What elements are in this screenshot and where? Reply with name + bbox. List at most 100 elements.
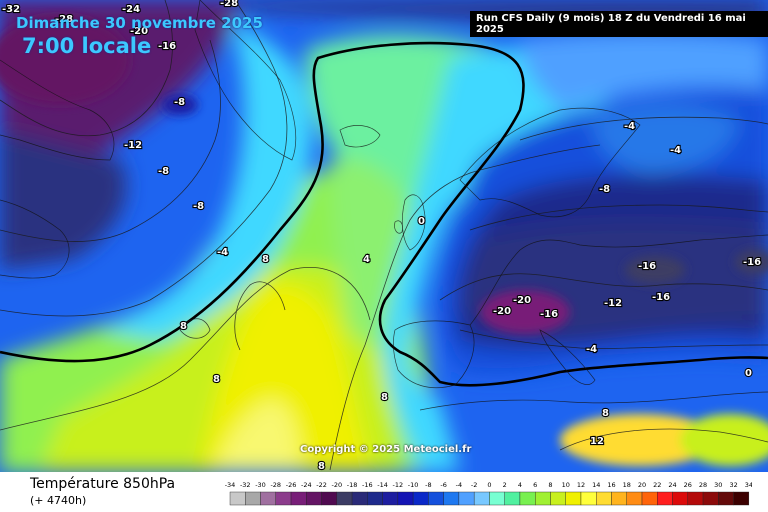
isotherm-label: -16 (540, 309, 558, 320)
isotherm-label: 8 (262, 254, 269, 265)
forecast-date: Dimanche 30 novembre 2025 (16, 14, 263, 32)
legend-swatch (504, 491, 521, 506)
legend-tick-label: 2 (503, 481, 507, 489)
legend-tick-label: 14 (592, 481, 600, 489)
isotherm-label: -24 (122, 4, 140, 15)
legend-swatch (550, 491, 566, 506)
temperature-map: -32 -28 -24 -20 -16 -28 -8 -12 -8 -8 -4 8 4 0 8 8 8 8 -4 -4… (0, 0, 768, 472)
legend-tick-label: -20 (332, 481, 343, 489)
legend-swatch (718, 491, 734, 506)
lead-time: (+ 4740h) (30, 494, 87, 507)
isotherm-label: 8 (602, 408, 609, 419)
legend-tick-label: 10 (562, 481, 570, 489)
legend-swatch (687, 491, 704, 506)
legend-tick-label: -32 (240, 481, 251, 489)
legend-swatch (351, 491, 368, 506)
isotherm-label: -4 (217, 247, 228, 258)
legend-swatch (489, 491, 505, 506)
isotherm-label: -4 (670, 145, 681, 156)
legend-tick-label: -30 (255, 481, 266, 489)
cold-pool-greenland (0, 15, 130, 105)
model-run-info: Run CFS Daily (9 mois) 18 Z du Vendredi … (470, 11, 768, 37)
zone-scandi-light (590, 105, 740, 175)
cold-pools (0, 15, 768, 466)
legend-tick-label: 26 (684, 481, 692, 489)
legend-tick-label: 4 (518, 481, 522, 489)
legend-tick-label: 28 (699, 481, 707, 489)
legend-tick-label: -18 (347, 481, 358, 489)
legend-tick-label: 0 (487, 481, 491, 489)
coastlines (0, 0, 768, 411)
isotherm-label: -16 (743, 257, 761, 268)
legend-swatch (641, 491, 658, 506)
isotherm-label: -28 (220, 0, 238, 9)
legend-tick-label: -2 (471, 481, 477, 489)
isotherm-label: -16 (638, 261, 656, 272)
legend-tick-label: 24 (668, 481, 676, 489)
legend-swatch (260, 491, 276, 506)
legend-tick-label: 16 (607, 481, 615, 489)
legend-swatch (519, 491, 536, 506)
isotherm-label: -20 (513, 295, 531, 306)
legend-swatch (412, 491, 429, 506)
isotherm-label: -20 (493, 306, 511, 317)
legend-tick-label: -8 (425, 481, 431, 489)
legend-tick-label: -22 (316, 481, 327, 489)
legend-tick-label: 30 (714, 481, 722, 489)
legend-tick-label: 8 (548, 481, 552, 489)
legend-swatch (626, 491, 643, 506)
legend-tick-label: -28 (270, 481, 281, 489)
legend-swatch (245, 491, 261, 506)
isotherm-label: 8 (318, 461, 325, 472)
legend-swatch (367, 491, 383, 506)
legend-swatch (458, 491, 475, 506)
isotherm-label: -8 (174, 97, 185, 108)
zone-cyan-east (384, 48, 630, 472)
isotherm-label: 8 (381, 392, 388, 403)
temperature-field (0, 0, 768, 472)
zone-cyan-west (100, 20, 313, 340)
legend-swatch (321, 491, 338, 506)
legend-tick-label: 22 (653, 481, 661, 489)
isotherm-label: -12 (124, 140, 142, 151)
legend-swatch (702, 491, 719, 506)
zone-navy-arctic (0, 130, 127, 270)
legend-tick-label: -24 (301, 481, 312, 489)
zone-light-blue-north (520, 32, 768, 110)
legend-tick-label: -26 (286, 481, 297, 489)
cold-pool-east (625, 256, 685, 284)
legend-swatch (596, 491, 612, 506)
legend-tick-label: -6 (440, 481, 446, 489)
legend-tick-label: 20 (638, 481, 646, 489)
zone-light-yellow (215, 400, 300, 472)
legend-swatch (229, 491, 246, 506)
forecast-time: 7:00 locale (22, 34, 152, 58)
isotherm-label: -32 (2, 4, 20, 15)
isotherm-label: -8 (158, 166, 169, 177)
legend-swatch (565, 491, 582, 506)
legend-swatch (275, 491, 292, 506)
isotherm-label: -8 (599, 184, 610, 195)
legend-tick-label: -14 (377, 481, 388, 489)
isotherm-label: 8 (180, 321, 187, 332)
legend-tick-label: 32 (729, 481, 737, 489)
legend-tick-label: -34 (225, 481, 236, 489)
legend-swatch (535, 491, 551, 506)
isotherm-label: 0 (745, 368, 752, 379)
legend-swatch (290, 491, 307, 506)
legend-tick-label: 34 (745, 481, 752, 489)
legend-tick-label: 18 (623, 481, 631, 489)
legend-tick-label: -4 (456, 481, 462, 489)
legend-swatch (672, 491, 689, 506)
legend-swatch (336, 491, 353, 506)
isotherm-label: 8 (213, 374, 220, 385)
isotherm-label: -16 (158, 41, 176, 52)
legend-tick-label: -10 (408, 481, 419, 489)
legend-swatch (473, 491, 490, 506)
cool-patch-atlantic (162, 95, 198, 115)
isotherms (0, 0, 768, 471)
color-legend: -34 -32 -30 -28 -26 -24 -22 -20 -18 -16 -14 -12 -10-… (225, 481, 752, 506)
isotherm-label: -28 (55, 14, 73, 25)
isotherm-label: -8 (193, 201, 204, 212)
